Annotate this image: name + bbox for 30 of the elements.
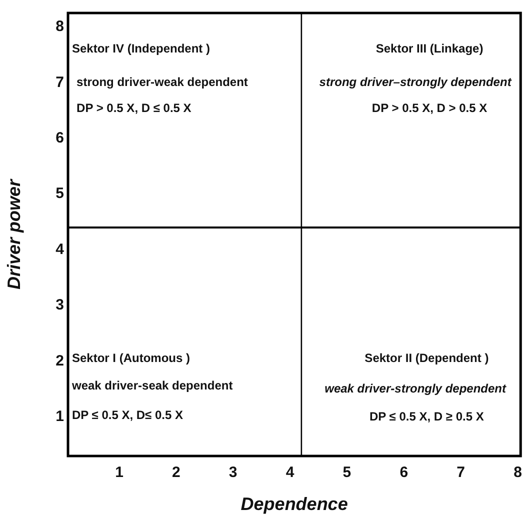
x-tick-label: 3 xyxy=(228,464,238,482)
annotation: weak driver-strongly dependent xyxy=(324,381,507,396)
x-tick-label: 2 xyxy=(172,464,180,482)
annotation: DP > 0.5 X, D ≤ 0.5 X xyxy=(76,101,192,116)
y-tick-label: 3 xyxy=(56,296,64,314)
x-tick-label: 6 xyxy=(400,464,408,482)
y-tick-label: 8 xyxy=(56,18,64,36)
y-tick-label: 1 xyxy=(56,408,64,426)
y-axis-title: Driver power xyxy=(4,178,24,290)
annotation: DP ≤ 0.5 X, D≤ 0.5 X xyxy=(72,408,183,422)
annotation: strong driver-weak dependent xyxy=(76,74,248,89)
x-tick-label: 5 xyxy=(342,464,352,482)
y-tick-label: 6 xyxy=(56,130,64,147)
y-tick-label: 2 xyxy=(56,352,64,370)
x-tick-label: 1 xyxy=(115,464,124,482)
y-tick-label: 5 xyxy=(56,185,64,202)
annotation: Sektor III (Linkage) xyxy=(376,42,484,56)
annotation: DP > 0.5 X, D > 0.5 X xyxy=(372,101,488,116)
annotation: strong driver–strongly dependent xyxy=(319,74,512,89)
annotation: Sektor II (Dependent ) xyxy=(364,350,489,365)
annotation: DP ≤ 0.5 X, D ≥ 0.5 X xyxy=(370,409,484,424)
annotation: weak driver-seak dependent xyxy=(70,378,233,393)
x-tick-label: 4 xyxy=(286,464,295,482)
x-axis-title: Dependence xyxy=(240,494,348,514)
annotation: Sektor I (Automous ) xyxy=(72,350,190,365)
x-tick-label: 7 xyxy=(456,464,466,482)
y-tick-label: 7 xyxy=(56,74,64,91)
y-tick-label: 4 xyxy=(56,240,65,258)
x-tick-label: 8 xyxy=(514,464,522,482)
annotation: Sektor IV (Independent ) xyxy=(72,42,210,56)
